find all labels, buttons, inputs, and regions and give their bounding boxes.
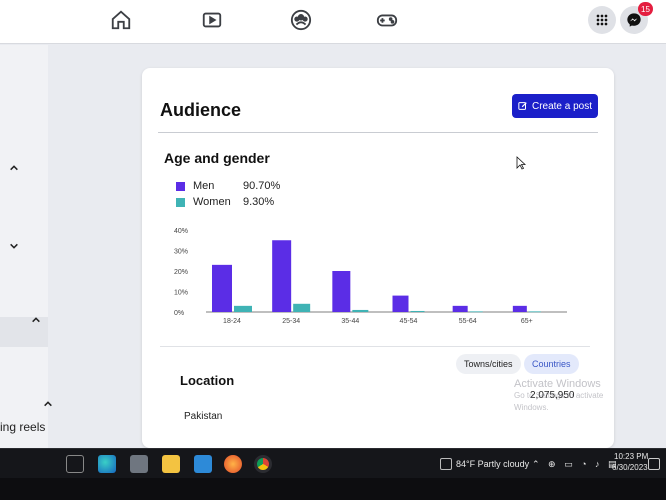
bar-women-65+[interactable]: [528, 311, 541, 313]
bar-men-35-44[interactable]: [332, 271, 351, 312]
audience-card: Audience Create a post Age and gender Me…: [142, 68, 614, 448]
system-tray-icons[interactable]: ⌃ ⊕ ▭ ◔ ♪ ▤: [532, 459, 620, 469]
x-tick-label: 18-24: [223, 318, 241, 325]
activation-watermark: Activate Windows Go to Settings to activ…: [514, 378, 614, 414]
legend-women: Women 9.30%: [176, 195, 274, 209]
notification-icon[interactable]: [648, 458, 660, 470]
y-tick-label: 20%: [174, 269, 188, 276]
top-navigation: 15: [0, 0, 666, 44]
mail-icon[interactable]: [194, 455, 212, 473]
sidebar-item-reels-label[interactable]: ing reels: [0, 420, 46, 434]
tab-towns-cities[interactable]: Towns/cities: [456, 354, 521, 374]
bar-men-18-24[interactable]: [212, 264, 232, 312]
legend-swatch-men: [176, 181, 185, 191]
y-tick-label: 40%: [174, 228, 188, 235]
bar-men-45-54[interactable]: [392, 295, 409, 312]
chevron-up-icon[interactable]: [8, 163, 20, 175]
chevron-down-icon[interactable]: [8, 241, 20, 253]
task-view-icon[interactable]: [66, 455, 84, 473]
bar-women-35-44[interactable]: [352, 309, 369, 312]
clock-time[interactable]: 10:23 PM: [614, 452, 649, 461]
create-post-label: Create a post: [531, 100, 593, 112]
menu-grid-icon[interactable]: [588, 6, 616, 34]
bar-women-18-24[interactable]: [234, 305, 252, 312]
legend-label-men: Men: [193, 180, 215, 192]
legend-men: Men 90.70%: [176, 179, 280, 193]
x-tick-label: 45-54: [400, 318, 418, 325]
weather-text[interactable]: 84°F Partly cloudy: [456, 459, 530, 469]
taskbar-app-icon[interactable]: [130, 455, 148, 473]
x-tick-label: 65+: [521, 318, 533, 325]
age-gender-title: Age and gender: [164, 150, 270, 166]
x-tick-label: 25-34: [282, 318, 300, 325]
tab-countries[interactable]: Countries: [524, 354, 579, 374]
location-title: Location: [180, 373, 235, 388]
bar-men-55-64[interactable]: [452, 305, 468, 312]
location-row-name: Pakistan: [184, 411, 223, 422]
firefox-icon[interactable]: [224, 455, 242, 473]
legend-swatch-women: [176, 197, 185, 207]
page-title: Audience: [160, 100, 242, 120]
watermark-line1: Activate Windows: [514, 378, 601, 390]
groups-icon[interactable]: [287, 8, 315, 32]
x-tick-label: 35-44: [341, 318, 359, 325]
mouse-cursor-icon: [516, 156, 526, 170]
edge-browser-icon[interactable]: [98, 455, 116, 473]
header-divider: [158, 132, 598, 133]
bar-women-45-54[interactable]: [410, 310, 425, 312]
chevron-up-icon-2[interactable]: [30, 315, 42, 327]
chevron-up-icon-3[interactable]: [42, 399, 54, 411]
chrome-icon[interactable]: [254, 455, 272, 473]
y-tick-label: 0%: [174, 310, 184, 317]
bar-women-25-34[interactable]: [293, 303, 311, 312]
laptop-bezel: [0, 478, 666, 500]
bar-women-55-64[interactable]: [469, 311, 483, 313]
screen: 15 ing reels Audience Create a post Age …: [0, 0, 666, 448]
y-tick-label: 30%: [174, 249, 188, 256]
x-tick-label: 55-64: [459, 318, 477, 325]
clock-date[interactable]: 6/30/2023: [612, 463, 648, 472]
bar-men-65+[interactable]: [512, 305, 527, 312]
legend-value-women: 9.30%: [243, 196, 275, 208]
left-sidebar: [0, 45, 52, 448]
gaming-icon[interactable]: [373, 8, 401, 32]
bar-men-25-34[interactable]: [272, 240, 292, 312]
legend-value-men: 90.70%: [243, 180, 281, 192]
edit-icon: [518, 102, 527, 110]
create-post-button[interactable]: Create a post: [512, 94, 598, 118]
messenger-badge: 15: [638, 2, 653, 16]
watermark-line2: Go to Settings to activate Windows.: [514, 391, 604, 412]
y-tick-label: 10%: [174, 290, 188, 297]
sidebar-selected-item[interactable]: [0, 317, 48, 347]
age-gender-chart: 0% 10% 20% 30% 40% 18-24 25-34 35-44 45-54 55-64 6…: [174, 228, 567, 325]
home-icon[interactable]: [107, 8, 135, 32]
legend-label-women: Women: [193, 196, 231, 208]
windows-taskbar: 84°F Partly cloudy ⌃ ⊕ ▭ ◔ ♪ ▤ 10:23 PM …: [0, 448, 666, 478]
file-explorer-icon[interactable]: [162, 455, 180, 473]
location-row-value: 2,075,950: [530, 390, 575, 401]
weather-icon[interactable]: [440, 458, 452, 470]
video-icon[interactable]: [198, 8, 226, 32]
chart-divider: [160, 346, 590, 347]
